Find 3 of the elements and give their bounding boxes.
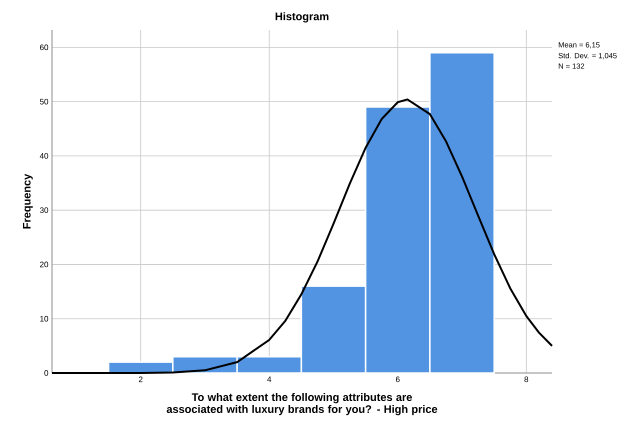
y-axis-title: Frequency: [22, 174, 33, 228]
chart-title: Histogram: [276, 12, 328, 23]
x-axis-title: To what extent the following attributes are associated with luxury brands for you? - High price: [166, 393, 438, 416]
